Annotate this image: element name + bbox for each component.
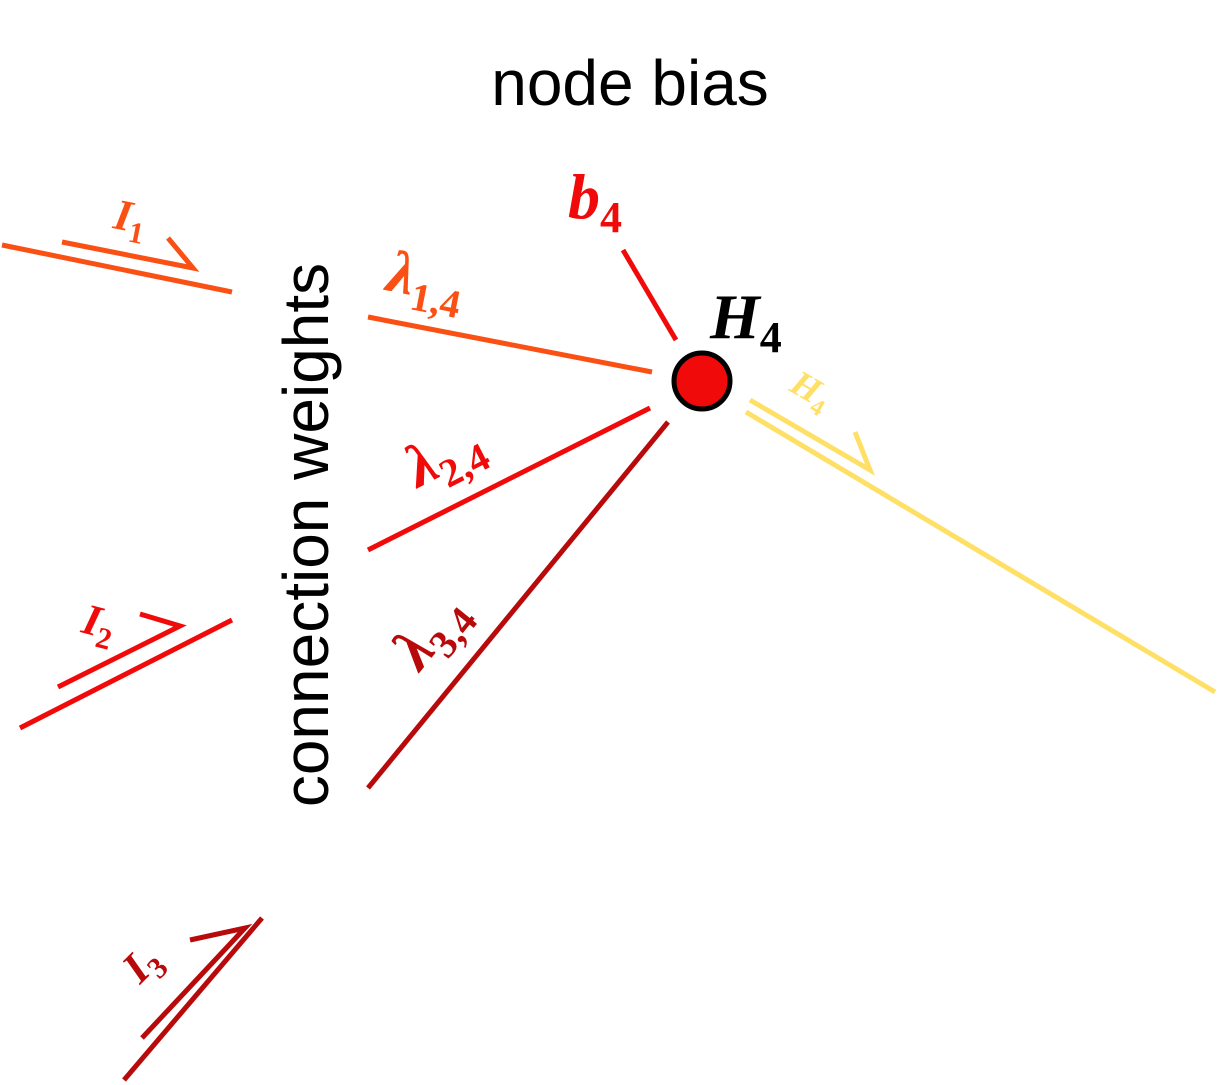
connection-weights-label: connection weights [270, 263, 342, 807]
input-3-label: I3 [112, 935, 175, 998]
output-label: H4 [780, 362, 839, 422]
weight-3-label: λ3,4 [377, 579, 486, 689]
bias-label: b4 [568, 161, 622, 242]
weight-1-line [367, 314, 653, 375]
node-label: H4 [709, 281, 782, 362]
output-arrow [748, 397, 875, 476]
input-1-arrow [61, 236, 200, 272]
hidden-node-group: H4 [671, 281, 782, 412]
output-group: H4 [744, 362, 1217, 695]
input-1-label: I1 [108, 190, 151, 251]
bias-group: b4 [568, 161, 679, 342]
weight-2-line [366, 405, 652, 553]
output-line [744, 409, 1217, 695]
input-2-arrow [56, 611, 187, 690]
weight-3-line [366, 420, 670, 790]
input-1-line [1, 242, 233, 295]
bias-line [620, 248, 679, 342]
hidden-node [671, 350, 733, 412]
diagram-title: node bias [491, 47, 769, 119]
weight-1-label: λ1,4 [378, 237, 471, 327]
input-3-line [122, 916, 264, 1082]
input-3-group: I3 λ3,4 [112, 420, 670, 1082]
input-2-line [18, 617, 234, 731]
input-1-group: I1 λ1,4 [1, 190, 653, 375]
input-3-arrow [140, 923, 253, 1040]
input-2-label: I2 [75, 594, 121, 657]
